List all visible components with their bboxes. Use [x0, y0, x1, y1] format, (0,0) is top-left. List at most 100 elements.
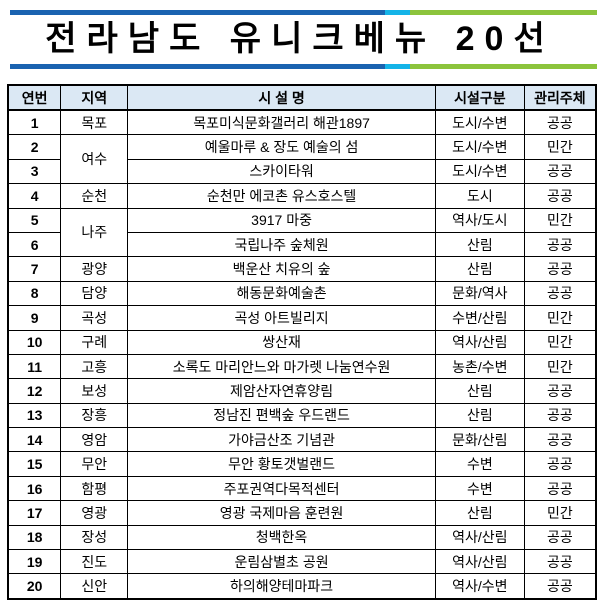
cell-no: 12 — [7, 378, 62, 404]
cell-region: 영암 — [60, 427, 129, 453]
cell-name: 하의해양테마파크 — [127, 573, 436, 600]
cell-region: 순천 — [60, 183, 129, 209]
cell-manager: 공공 — [523, 109, 597, 136]
cell-manager: 공공 — [523, 158, 597, 185]
cell-no: 14 — [7, 427, 62, 453]
top-decor-bar — [10, 10, 597, 15]
cell-manager: 민간 — [523, 500, 597, 526]
table-row: 15 무안 무안 황토갯벌랜드 수변 공공 — [7, 451, 597, 477]
cell-name: 목포미식문화갤러리 해관1897 — [127, 109, 436, 136]
cell-region: 구례 — [60, 329, 129, 355]
table-row: 11 고흥 소록도 마리안느와 마가렛 나눔연수원 농촌/수변 민간 — [7, 353, 597, 380]
cell-no: 9 — [7, 305, 62, 331]
cell-type: 산림 — [435, 378, 525, 404]
cell-region: 고흥 — [60, 353, 129, 380]
cell-name: 청백한옥 — [127, 524, 436, 551]
bottom-decor-bar — [10, 64, 597, 69]
cell-manager: 공공 — [523, 573, 597, 600]
table-row: 18 장성 청백한옥 역사/산림 공공 — [7, 524, 597, 551]
cell-no: 2 — [7, 134, 62, 160]
table-row: 7 광양 백운산 치유의 숲 산림 공공 — [7, 256, 597, 282]
cell-type: 도시/수변 — [435, 109, 525, 136]
cell-manager: 공공 — [523, 231, 597, 258]
cell-name: 3917 마중 — [127, 207, 436, 233]
page-title: 전라남도 유니크베뉴 20선 — [45, 20, 555, 58]
cell-name: 곡성 아트빌리지 — [127, 305, 436, 331]
cell-no: 17 — [7, 500, 62, 526]
cell-no: 15 — [7, 451, 62, 477]
cell-name: 국립나주 숲체원 — [127, 231, 436, 258]
table-row: 9 곡성 곡성 아트빌리지 수변/산림 민간 — [7, 305, 597, 331]
cell-type: 도시 — [435, 183, 525, 209]
cell-name: 소록도 마리안느와 마가렛 나눔연수원 — [127, 353, 436, 380]
table-row: 16 함평 주포권역다목적센터 수변 공공 — [7, 475, 597, 502]
cell-type: 역사/산림 — [435, 329, 525, 355]
cell-type: 역사/산림 — [435, 549, 525, 575]
cell-manager: 공공 — [523, 183, 597, 209]
cell-manager: 공공 — [523, 475, 597, 502]
cell-type: 도시/수변 — [435, 134, 525, 160]
cell-name: 무안 황토갯벌랜드 — [127, 451, 436, 477]
cell-type: 수변/산림 — [435, 305, 525, 331]
venue-table: 연번 지역 시 설 명 시설구분 관리주체 1 목포 목포미식문화갤러리 해관1897 도시/… — [7, 84, 597, 600]
cell-name: 영광 국제마음 훈련원 — [127, 500, 436, 526]
cell-manager: 민간 — [523, 207, 597, 233]
cell-no: 13 — [7, 402, 62, 429]
cell-name: 가야금산조 기념관 — [127, 427, 436, 453]
cell-no: 4 — [7, 183, 62, 209]
cell-type: 역사/도시 — [435, 207, 525, 233]
cell-manager: 민간 — [523, 329, 597, 355]
cell-name: 운림삼별초 공원 — [127, 549, 436, 575]
cell-region: 여수 — [60, 134, 129, 185]
cell-type: 산림 — [435, 500, 525, 526]
cell-region: 장흥 — [60, 402, 129, 429]
cell-region: 나주 — [60, 207, 129, 258]
table-row: 20 신안 하의해양테마파크 역사/수변 공공 — [7, 573, 597, 600]
cell-region: 신안 — [60, 573, 129, 600]
cell-type: 산림 — [435, 402, 525, 429]
header-name: 시 설 명 — [127, 84, 436, 111]
cell-manager: 민간 — [523, 134, 597, 160]
cell-region: 장성 — [60, 524, 129, 551]
table-row: 10 구례 쌍산재 역사/산림 민간 — [7, 329, 597, 355]
cell-name: 해동문화예술촌 — [127, 280, 436, 307]
cell-region: 영광 — [60, 500, 129, 526]
table-row: 6 국립나주 숲체원 산림 공공 — [7, 231, 597, 258]
cell-name: 백운산 치유의 숲 — [127, 256, 436, 282]
cell-no: 8 — [7, 280, 62, 307]
cell-manager: 공공 — [523, 549, 597, 575]
cell-name: 쌍산재 — [127, 329, 436, 355]
cell-manager: 공공 — [523, 451, 597, 477]
cell-manager: 공공 — [523, 280, 597, 307]
cell-no: 6 — [7, 231, 62, 258]
cell-no: 19 — [7, 549, 62, 575]
cell-region: 함평 — [60, 475, 129, 502]
cell-manager: 민간 — [523, 305, 597, 331]
cell-type: 문화/산림 — [435, 427, 525, 453]
cell-type: 역사/산림 — [435, 524, 525, 551]
cell-type: 도시/수변 — [435, 158, 525, 185]
header-no: 연번 — [7, 84, 62, 111]
cell-type: 역사/수변 — [435, 573, 525, 600]
cell-no: 1 — [7, 109, 62, 136]
cell-no: 16 — [7, 475, 62, 502]
cell-name: 정남진 편백숲 우드랜드 — [127, 402, 436, 429]
table-row: 13 장흥 정남진 편백숲 우드랜드 산림 공공 — [7, 402, 597, 429]
cell-type: 문화/역사 — [435, 280, 525, 307]
cell-no: 11 — [7, 353, 62, 380]
cell-manager: 공공 — [523, 378, 597, 404]
cell-region: 담양 — [60, 280, 129, 307]
cell-manager: 공공 — [523, 427, 597, 453]
cell-no: 20 — [7, 573, 62, 600]
cell-type: 수변 — [435, 475, 525, 502]
cell-manager: 공공 — [523, 524, 597, 551]
cell-region: 광양 — [60, 256, 129, 282]
cell-type: 산림 — [435, 231, 525, 258]
cell-region: 진도 — [60, 549, 129, 575]
cell-region: 무안 — [60, 451, 129, 477]
table-row: 5 나주 3917 마중 역사/도시 민간 — [7, 207, 597, 258]
cell-name: 주포권역다목적센터 — [127, 475, 436, 502]
header-manager: 관리주체 — [523, 84, 597, 111]
cell-name: 제암산자연휴양림 — [127, 378, 436, 404]
table-row: 1 목포 목포미식문화갤러리 해관1897 도시/수변 공공 — [7, 109, 597, 136]
